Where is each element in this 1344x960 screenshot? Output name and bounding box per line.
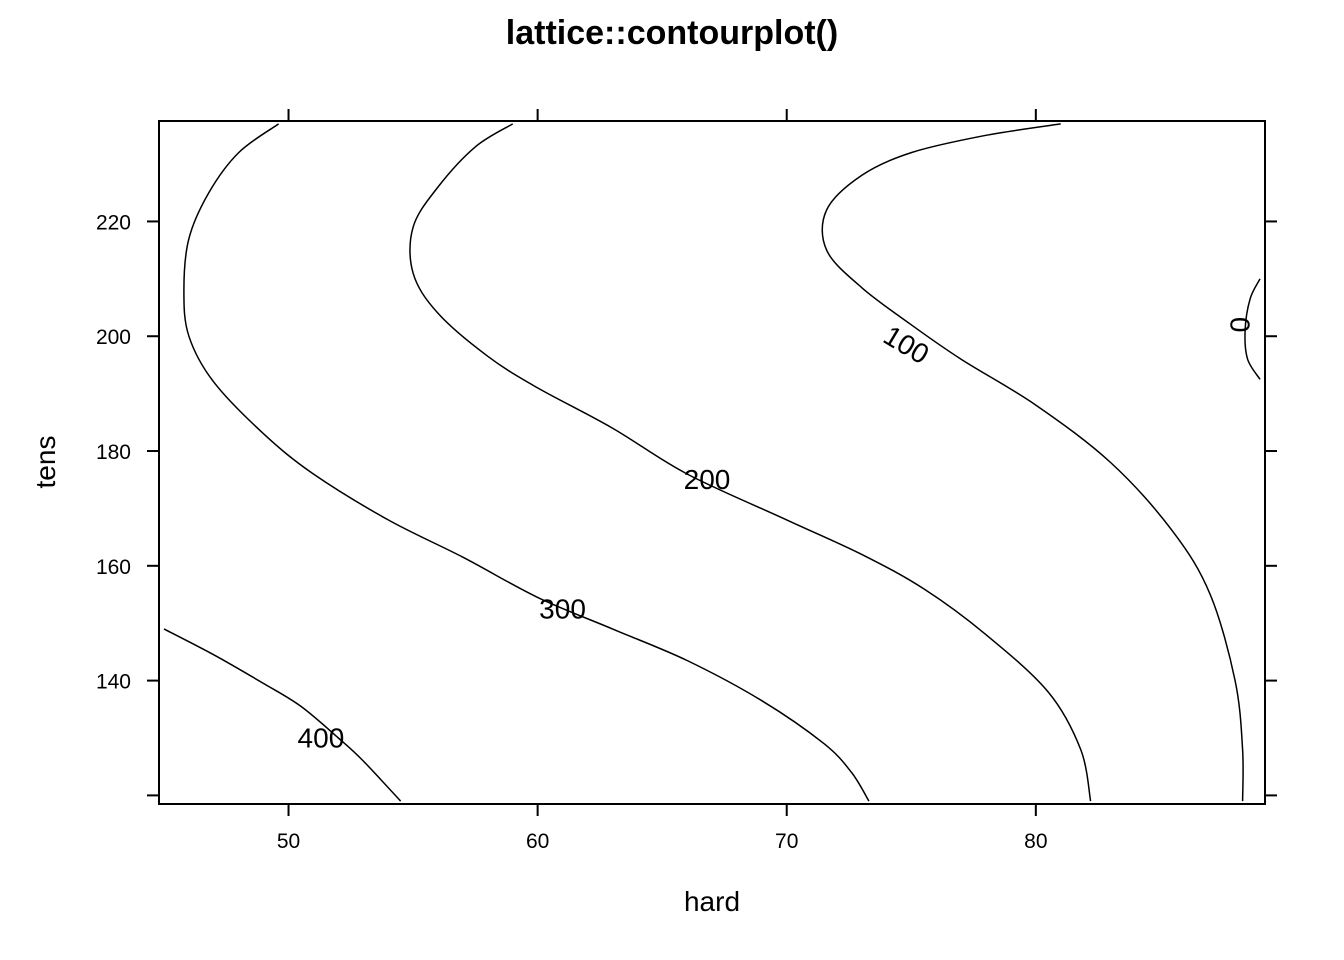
contour-line-200 bbox=[409, 123, 1092, 802]
y-axis: 140 160 180 200 220 bbox=[96, 211, 1277, 797]
contour-label-400: 400 bbox=[298, 722, 345, 753]
contour-line-0 bbox=[1244, 278, 1261, 380]
y-tick-label: 180 bbox=[96, 441, 131, 464]
x-tick-label: 80 bbox=[1024, 830, 1047, 853]
contour-line-300 bbox=[183, 123, 870, 802]
y-tick-label: 140 bbox=[96, 671, 131, 694]
contour-label-200: 200 bbox=[684, 464, 731, 495]
x-tick-label: 60 bbox=[526, 830, 549, 853]
y-axis-title: tens bbox=[30, 436, 61, 489]
x-tick-label: 50 bbox=[277, 830, 300, 853]
x-axis: 50 60 70 80 bbox=[277, 109, 1048, 853]
plot-border bbox=[158, 120, 1266, 805]
contour-labels: 400 300 200 100 0 bbox=[298, 317, 1256, 754]
contour-label-0: 0 bbox=[1225, 317, 1256, 333]
chart-title: lattice::contourplot() bbox=[506, 14, 838, 52]
y-tick-label: 200 bbox=[96, 326, 131, 349]
y-tick-label: 220 bbox=[96, 211, 131, 234]
contour-line-400 bbox=[163, 628, 402, 802]
contour-label-300: 300 bbox=[539, 593, 586, 624]
x-axis-title: hard bbox=[684, 886, 740, 917]
x-tick-label: 70 bbox=[775, 830, 798, 853]
contour-line-100 bbox=[821, 123, 1244, 802]
contour-lines bbox=[163, 123, 1261, 802]
contour-label-100: 100 bbox=[878, 320, 934, 371]
plot-frame bbox=[158, 120, 1266, 805]
y-tick-label: 160 bbox=[96, 556, 131, 579]
